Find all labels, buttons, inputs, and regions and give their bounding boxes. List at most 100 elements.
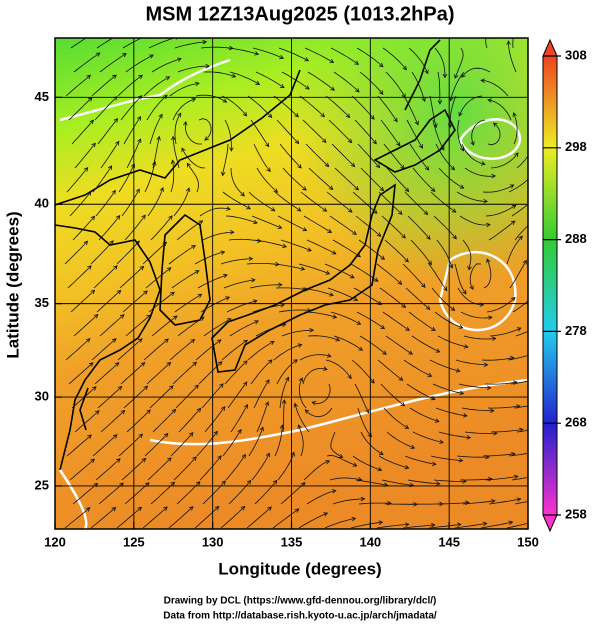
- streamline-arrow: [146, 314, 151, 320]
- streamline: [118, 433, 143, 457]
- streamline: [429, 95, 437, 128]
- streamline-arrow: [470, 141, 475, 146]
- streamline: [482, 184, 514, 193]
- streamline-arrow: [231, 73, 237, 78]
- streamline: [433, 215, 457, 240]
- streamline-arrow: [462, 289, 467, 295]
- streamline: [226, 47, 259, 55]
- streamline: [408, 47, 429, 74]
- streamline-arrow: [354, 60, 360, 65]
- streamline: [487, 99, 512, 121]
- streamline: [225, 215, 258, 224]
- streamline-arrow: [330, 86, 335, 91]
- streamline-arrow: [296, 207, 302, 212]
- streamline: [120, 362, 145, 385]
- streamline: [72, 216, 95, 241]
- streamline: [172, 98, 196, 121]
- streamline: [304, 311, 337, 318]
- streamline: [275, 287, 308, 291]
- streamline-arrow: [140, 362, 146, 367]
- x-tick-label: 125: [123, 534, 145, 549]
- streamline: [436, 502, 470, 505]
- streamline: [149, 114, 163, 145]
- streamline: [330, 311, 361, 325]
- coastline: [55, 224, 161, 471]
- streamline: [69, 458, 95, 481]
- streamline-arrow: [298, 377, 303, 383]
- streamline-arrow: [278, 282, 283, 288]
- streamline-arrow: [345, 113, 351, 119]
- streamline: [380, 119, 401, 147]
- streamline-arrow: [285, 376, 290, 382]
- streamline-arrow: [135, 240, 140, 246]
- streamline-arrow: [243, 381, 248, 387]
- streamline-arrow: [162, 241, 167, 247]
- streamline-arrow: [268, 359, 273, 364]
- streamline: [457, 287, 484, 306]
- colorbar-scale: [542, 55, 558, 516]
- streamline-arrow: [487, 98, 493, 103]
- streamline-arrow: [147, 33, 151, 37]
- streamline-arrow: [293, 359, 298, 364]
- coastline: [404, 39, 441, 111]
- streamline-arrow: [321, 138, 327, 144]
- streamline: [355, 215, 382, 237]
- streamline-arrow: [85, 338, 91, 343]
- streamline: [355, 479, 388, 486]
- colorbar-tick-label: 258: [565, 506, 587, 521]
- streamline-arrow: [112, 74, 117, 79]
- streamline: [469, 263, 482, 290]
- streamline: [246, 506, 272, 529]
- streamline-arrow: [427, 260, 432, 266]
- streamline-arrow: [194, 81, 200, 87]
- streamline-arrow: [115, 214, 121, 220]
- streamline: [332, 239, 361, 258]
- streamline: [92, 434, 118, 457]
- streamline: [485, 476, 518, 481]
- streamline: [91, 74, 117, 97]
- streamline: [434, 311, 463, 329]
- streamline: [299, 354, 331, 361]
- streamline: [330, 47, 359, 65]
- streamline-arrow: [456, 522, 462, 528]
- streamline: [353, 287, 382, 305]
- streamline: [459, 215, 491, 226]
- streamline-arrow: [114, 362, 120, 367]
- streamline-arrow: [320, 112, 326, 118]
- streamline-arrow: [243, 403, 249, 409]
- colorbar: 258 268 278 288 298 308: [542, 38, 587, 533]
- streamline: [486, 297, 516, 313]
- streamline-arrow: [510, 220, 516, 225]
- streamline-arrow: [255, 80, 261, 85]
- streamline-arrow: [135, 188, 140, 194]
- streamline-arrow: [115, 140, 120, 146]
- streamline: [383, 407, 409, 429]
- streamline: [405, 287, 431, 310]
- streamline: [357, 407, 372, 438]
- streamline-arrow: [205, 63, 211, 69]
- streamline: [195, 339, 222, 361]
- streamline-arrow: [294, 139, 300, 145]
- streamline-arrow: [347, 208, 353, 213]
- streamline: [90, 240, 114, 265]
- streamline-arrow: [377, 300, 383, 305]
- streamline-arrow: [431, 522, 436, 528]
- streamline-arrow: [352, 230, 357, 235]
- streamline: [72, 483, 98, 505]
- streamline: [298, 377, 307, 409]
- streamline-arrow: [398, 376, 404, 381]
- streamline: [332, 498, 365, 505]
- coastline: [159, 213, 211, 326]
- streamline: [174, 112, 182, 145]
- streamline: [276, 119, 299, 144]
- streamline: [508, 452, 528, 457]
- streamline: [221, 340, 248, 361]
- streamline: [229, 71, 260, 85]
- streamline-arrow: [396, 141, 401, 147]
- streamline-arrow: [372, 139, 377, 145]
- streamline-arrow: [237, 428, 242, 434]
- streamline: [256, 401, 269, 433]
- streamline: [327, 287, 358, 301]
- isobar: [149, 378, 528, 446]
- streamline: [73, 52, 101, 73]
